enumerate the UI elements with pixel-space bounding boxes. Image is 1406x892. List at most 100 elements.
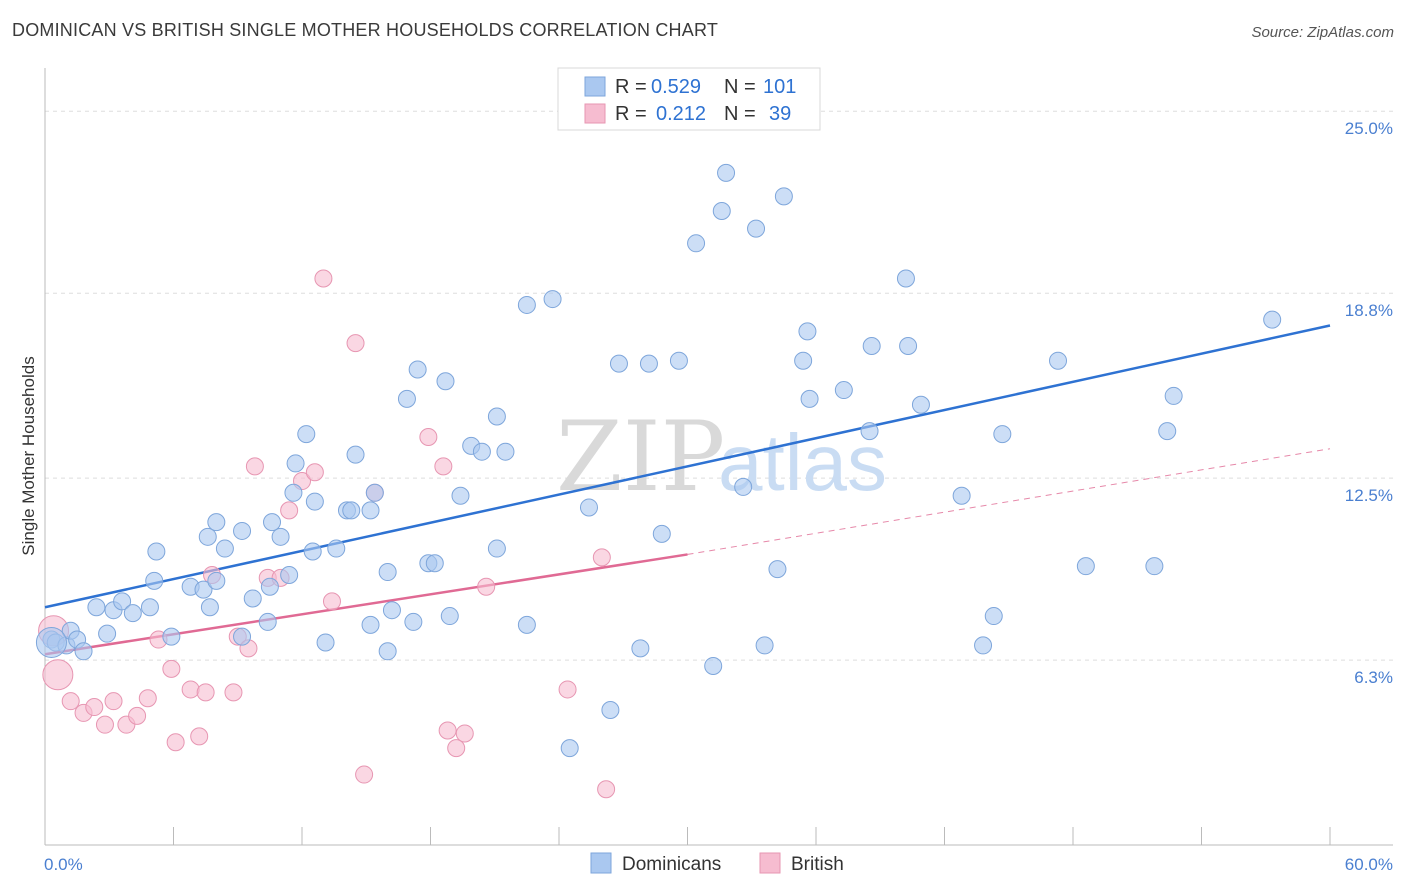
series-legend-swatch-british [759, 852, 781, 874]
point-dominicans-55 [472, 442, 491, 461]
point-british-15 [196, 683, 215, 702]
point-dominicans-35 [316, 633, 335, 652]
point-dominicans-5 [74, 642, 93, 661]
point-british-23 [280, 501, 299, 520]
point-dominicans-27 [263, 513, 282, 532]
point-dominicans-17 [200, 598, 219, 617]
point-dominicans-96 [1164, 386, 1183, 405]
point-dominicans-50 [425, 554, 444, 573]
point-dominicans-25 [258, 612, 277, 631]
point-dominicans-81 [800, 389, 819, 408]
point-dominicans-70 [704, 656, 723, 675]
point-dominicans-9 [113, 592, 132, 611]
point-dominicans-13 [162, 627, 181, 646]
point-british-14 [190, 727, 209, 746]
legend-swatch-british [584, 103, 606, 124]
point-dominicans-14 [147, 542, 166, 561]
point-british-25 [305, 463, 324, 482]
point-dominicans-53 [451, 486, 470, 505]
trend-line-british-extension [687, 448, 1331, 555]
watermark-zip: ZIP [556, 401, 725, 513]
point-british-11 [162, 659, 181, 678]
point-dominicans-42 [361, 615, 380, 634]
point-dominicans-60 [517, 295, 536, 314]
point-dominicans-89 [974, 636, 993, 655]
point-dominicans-34 [305, 492, 324, 511]
y-tick-label-3: 25.0% [1345, 119, 1393, 138]
point-dominicans-77 [768, 560, 787, 579]
point-dominicans-65 [609, 354, 628, 373]
point-dominicans-68 [652, 524, 671, 543]
point-british-31 [419, 428, 438, 447]
point-dominicans-66 [639, 354, 658, 373]
stats-legend: R = 0.529 N = 101 R = 0.212 N = 39 [557, 67, 821, 131]
point-dominicans-97 [1263, 310, 1282, 329]
point-dominicans-47 [404, 612, 423, 631]
point-dominicans-44 [382, 601, 401, 620]
point-dominicans-82 [834, 381, 853, 400]
point-british-38 [597, 780, 616, 799]
point-british-6 [104, 692, 123, 711]
point-dominicans-28 [280, 565, 299, 584]
point-dominicans-67 [631, 639, 650, 658]
legend-n-label-1: N = [724, 76, 756, 98]
data-points [35, 163, 1282, 799]
point-dominicans-36 [327, 539, 346, 558]
point-dominicans-85 [896, 269, 915, 288]
point-dominicans-59 [517, 615, 536, 634]
point-dominicans-10 [123, 604, 142, 623]
point-british-32 [434, 457, 453, 476]
series-legend-swatch-dominicans [590, 852, 612, 874]
point-british-20 [245, 457, 264, 476]
point-dominicans-52 [440, 607, 459, 626]
point-dominicans-79 [794, 351, 813, 370]
point-dominicans-48 [408, 360, 427, 379]
point-dominicans-24 [243, 589, 262, 608]
legend-r-label-2: R = [615, 103, 647, 125]
point-british-4 [85, 698, 104, 717]
point-dominicans-69 [669, 351, 688, 370]
y-axis-title: Single Mother Households [19, 356, 38, 555]
point-dominicans-38 [346, 445, 365, 464]
point-dominicans-40 [365, 483, 384, 502]
point-british-33 [438, 721, 457, 740]
point-dominicans-7 [98, 624, 117, 643]
point-british-17 [224, 683, 243, 702]
point-dominicans-91 [993, 425, 1012, 444]
point-dominicans-72 [712, 202, 731, 221]
legend-n-value-1: 101 [763, 76, 796, 98]
point-dominicans-93 [1076, 557, 1095, 576]
axes [44, 68, 1393, 846]
trend-line-british [44, 553, 688, 656]
legend-n-value-2: 39 [769, 103, 791, 125]
legend-n-label-2: N = [724, 103, 756, 125]
point-dominicans-71 [687, 234, 706, 253]
point-dominicans-26 [260, 577, 279, 596]
point-dominicans-16 [194, 580, 213, 599]
point-dominicans-64 [601, 700, 620, 719]
point-dominicans-87 [911, 395, 930, 414]
point-british-27 [322, 592, 341, 611]
point-dominicans-83 [860, 422, 879, 441]
point-british-36 [477, 577, 496, 596]
point-british-29 [355, 765, 374, 784]
point-dominicans-6 [87, 598, 106, 617]
series-legend-label-dominicans: Dominicans [622, 854, 721, 875]
point-dominicans-95 [1158, 422, 1177, 441]
point-british-28 [346, 334, 365, 353]
point-dominicans-32 [297, 425, 316, 444]
point-dominicans-94 [1145, 557, 1164, 576]
point-british-2 [61, 692, 80, 711]
point-british-35 [455, 724, 474, 743]
point-dominicans-98 [35, 626, 67, 658]
point-dominicans-51 [436, 372, 455, 391]
point-dominicans-23 [233, 627, 252, 646]
point-dominicans-90 [984, 607, 1003, 626]
point-dominicans-80 [798, 322, 817, 341]
y-tick-label-0: 6.3% [1354, 668, 1393, 687]
point-dominicans-73 [717, 163, 736, 182]
watermark: ZIP atlas [556, 401, 887, 513]
point-dominicans-61 [543, 290, 562, 309]
point-dominicans-75 [747, 219, 766, 238]
